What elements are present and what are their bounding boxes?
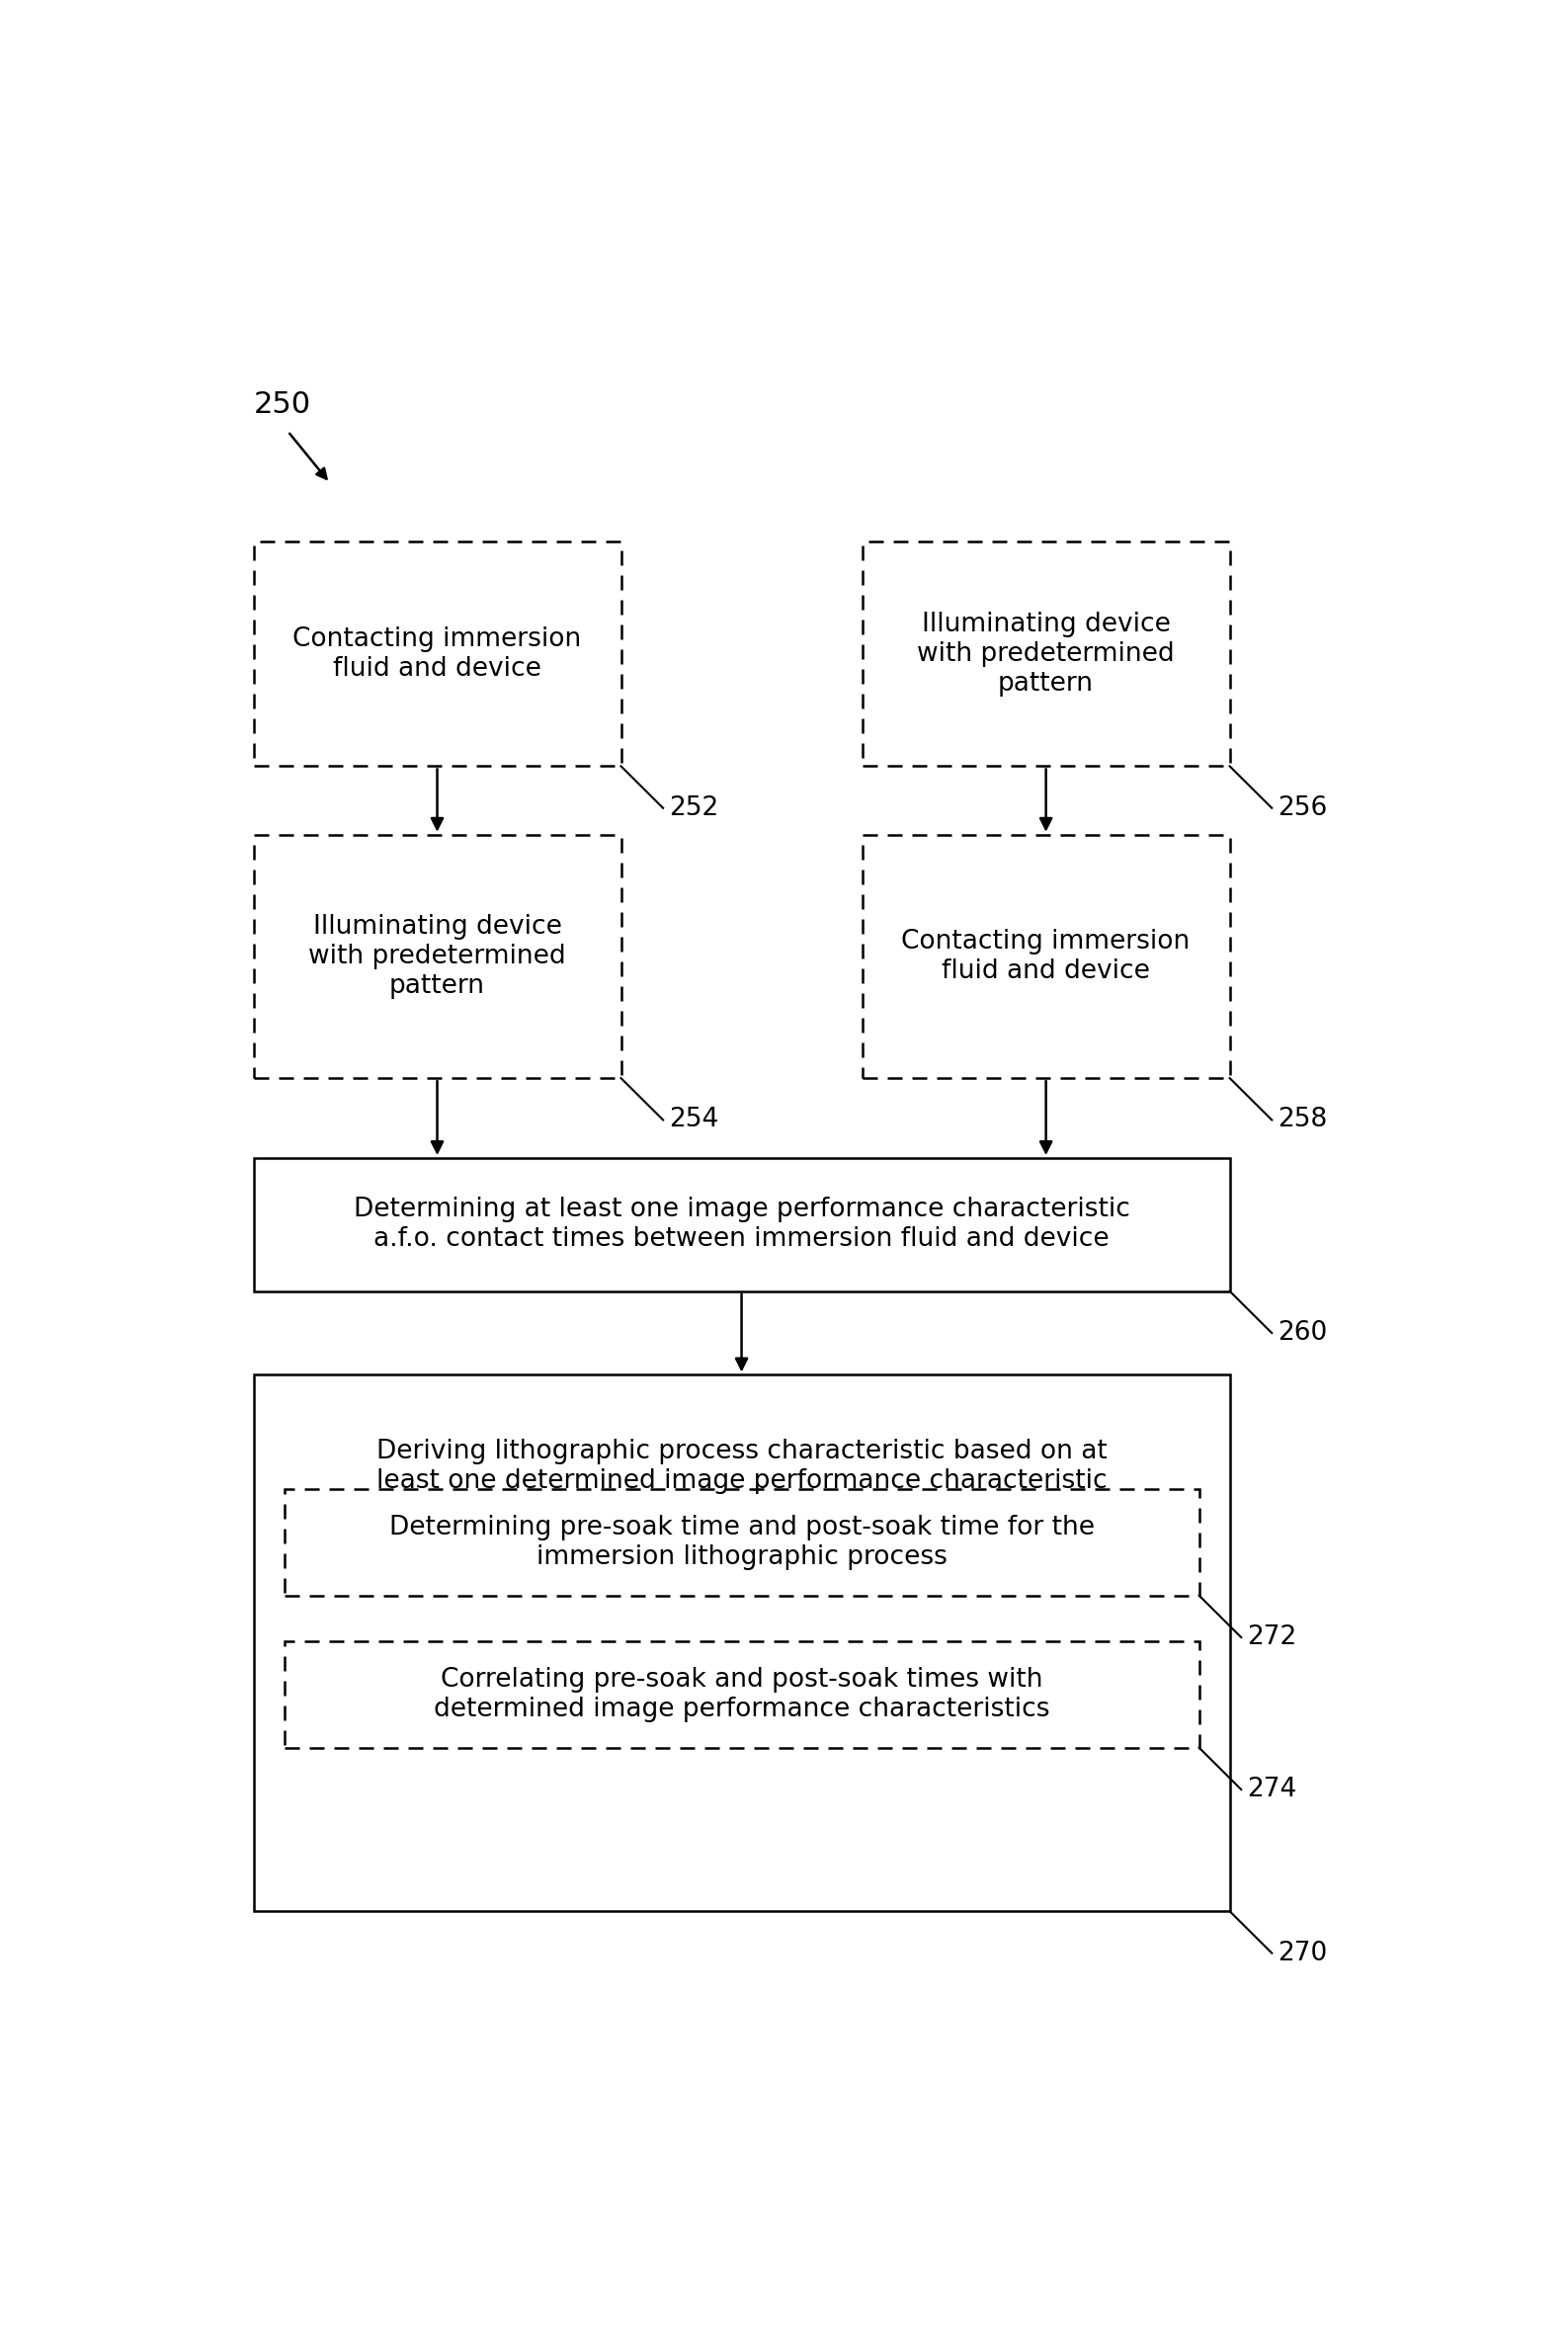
Text: 254: 254: [670, 1108, 718, 1133]
Text: Contacting immersion
fluid and device: Contacting immersion fluid and device: [902, 928, 1190, 984]
Text: 250: 250: [254, 391, 310, 419]
Text: Illuminating device
with predetermined
pattern: Illuminating device with predetermined p…: [917, 612, 1174, 696]
Text: 272: 272: [1247, 1624, 1297, 1650]
Text: 252: 252: [670, 796, 718, 821]
Bar: [284, 1489, 1200, 1596]
Text: Contacting immersion
fluid and device: Contacting immersion fluid and device: [293, 626, 582, 682]
Bar: [254, 835, 621, 1077]
Text: 260: 260: [1278, 1319, 1328, 1345]
Text: 256: 256: [1278, 796, 1328, 821]
Text: Determining at least one image performance characteristic
a.f.o. contact times b: Determining at least one image performan…: [353, 1196, 1131, 1252]
Bar: [284, 1641, 1200, 1748]
Text: 270: 270: [1278, 1941, 1328, 1966]
Bar: [254, 1159, 1229, 1291]
Bar: [862, 542, 1229, 766]
Text: 258: 258: [1278, 1108, 1328, 1133]
Bar: [862, 835, 1229, 1077]
Text: 274: 274: [1247, 1778, 1297, 1803]
Text: Deriving lithographic process characteristic based on at
least one determined im: Deriving lithographic process characteri…: [376, 1438, 1107, 1494]
Bar: [254, 1375, 1229, 1910]
Bar: [254, 542, 621, 766]
Text: Determining pre-soak time and post-soak time for the
immersion lithographic proc: Determining pre-soak time and post-soak …: [389, 1515, 1094, 1571]
Text: Correlating pre-soak and post-soak times with
determined image performance chara: Correlating pre-soak and post-soak times…: [434, 1666, 1049, 1722]
Text: Illuminating device
with predetermined
pattern: Illuminating device with predetermined p…: [309, 915, 566, 998]
